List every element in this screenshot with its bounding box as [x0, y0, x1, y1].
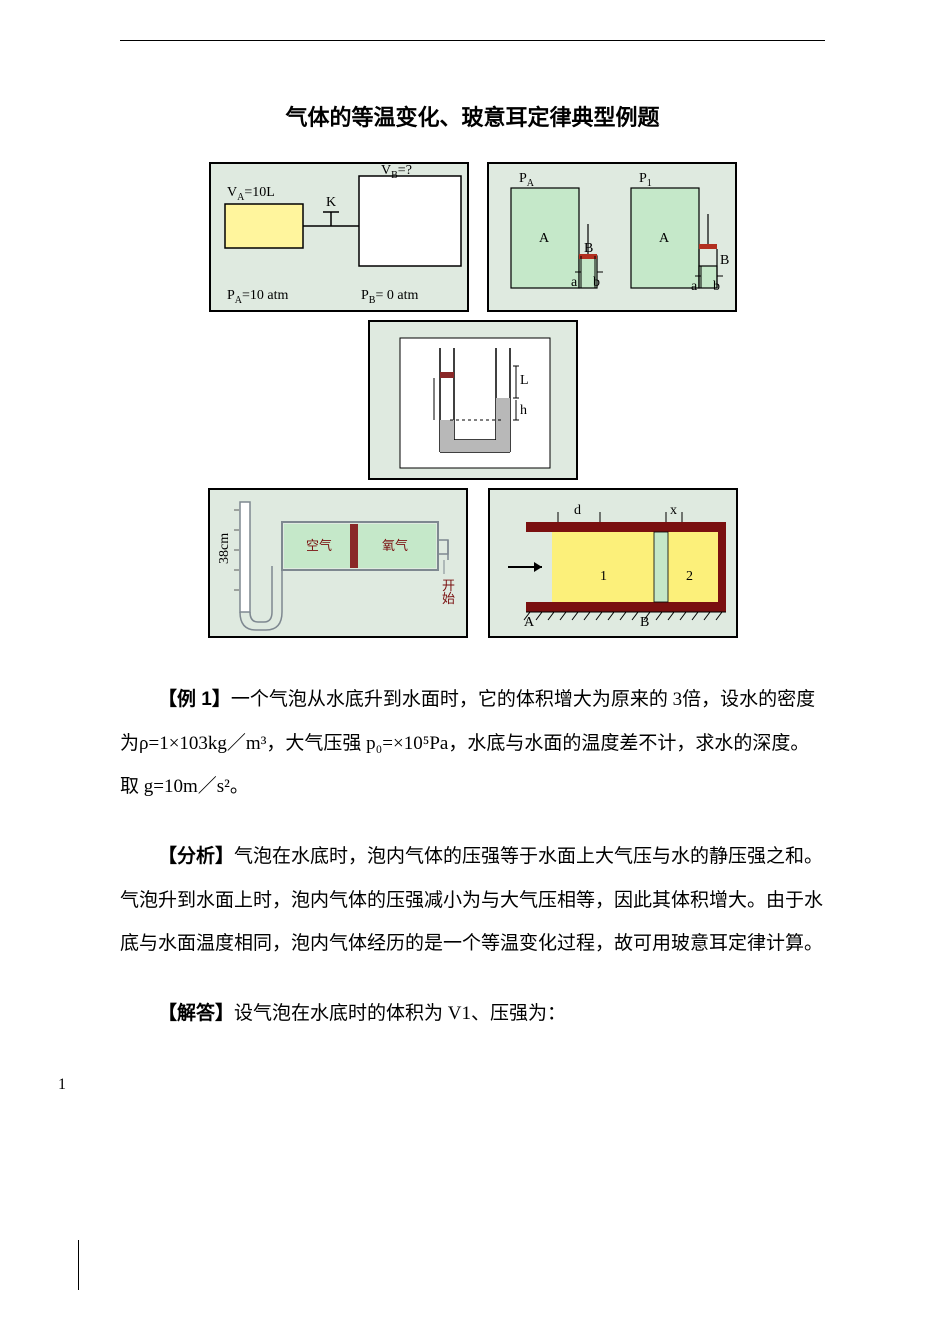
- svg-text:1: 1: [600, 569, 607, 584]
- diagram-row-3: 38cm 空气 氧气 开始: [120, 488, 825, 638]
- svg-text:L: L: [520, 373, 529, 388]
- page-title: 气体的等温变化、玻意耳定律典型例题: [120, 100, 825, 132]
- analysis-label: 【分析】: [158, 846, 234, 867]
- document-page: 气体的等温变化、玻意耳定律典型例题 VA=10L K VB=? PA=10 at…: [0, 0, 945, 1124]
- svg-text:x: x: [670, 503, 677, 518]
- svg-text:h: h: [520, 403, 527, 418]
- svg-text:氧气: 氧气: [382, 538, 408, 553]
- svg-text:B: B: [640, 615, 649, 630]
- svg-text:A: A: [539, 231, 550, 246]
- diagram-3: L h: [368, 320, 578, 480]
- svg-text:2: 2: [686, 569, 693, 584]
- example-label: 【例 1】: [158, 689, 231, 710]
- answer-paragraph: 【解答】设气泡在水底时的体积为 V1、压强为：: [120, 992, 825, 1036]
- svg-text:A: A: [659, 231, 670, 246]
- diagram-1: VA=10L K VB=? PA=10 atm PB= 0 atm: [209, 162, 469, 312]
- diagram-row-2: L h: [120, 320, 825, 480]
- svg-text:a: a: [571, 275, 578, 290]
- footer-vrule: [78, 1240, 79, 1290]
- svg-text:A: A: [524, 615, 535, 630]
- example-1-paragraph: 【例 1】一个气泡从水底升到水面时，它的体积增大为原来的 3倍，设水的密度为ρ=…: [120, 678, 825, 809]
- svg-text:d: d: [574, 503, 581, 518]
- svg-text:b: b: [593, 275, 600, 290]
- diagram-row-1: VA=10L K VB=? PA=10 atm PB= 0 atm A PA B…: [120, 162, 825, 312]
- diagram-2: A PA B a b A P1 B: [487, 162, 737, 312]
- svg-text:空气: 空气: [306, 538, 332, 553]
- svg-text:K: K: [326, 195, 336, 210]
- svg-text:B: B: [584, 241, 593, 256]
- svg-text:38cm: 38cm: [217, 533, 232, 564]
- svg-text:b: b: [713, 279, 720, 294]
- diagram-5: d x: [488, 488, 738, 638]
- svg-text:B: B: [720, 253, 729, 268]
- analysis-paragraph: 【分析】气泡在水底时，泡内气体的压强等于水面上大气压与水的静压强之和。气泡升到水…: [120, 835, 825, 966]
- page-number: 1: [58, 1076, 825, 1094]
- svg-text:开始: 开始: [442, 578, 455, 606]
- answer-body: 设气泡在水底时的体积为 V1、压强为：: [234, 1003, 566, 1024]
- header-rule: [120, 40, 825, 41]
- svg-text:a: a: [691, 279, 698, 294]
- answer-label: 【解答】: [158, 1003, 234, 1024]
- diagram-4: 38cm 空气 氧气 开始: [208, 488, 468, 638]
